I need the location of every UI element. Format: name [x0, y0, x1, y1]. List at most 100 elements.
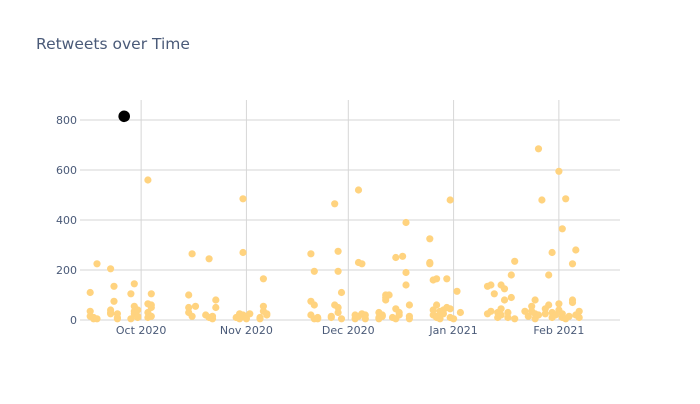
scatter-point[interactable] [453, 287, 461, 295]
scatter-point[interactable] [450, 315, 458, 323]
scatter-point[interactable] [134, 313, 142, 322]
scatter-point[interactable] [548, 248, 556, 257]
scatter-point[interactable] [534, 311, 543, 319]
scatter-point[interactable] [147, 312, 155, 320]
scatter-point[interactable] [490, 290, 498, 298]
scatter-point[interactable] [511, 315, 519, 323]
scatter-point[interactable] [405, 315, 413, 323]
scatter-point[interactable] [528, 302, 536, 310]
scatter-point[interactable] [500, 285, 509, 293]
scatter-point[interactable] [392, 253, 400, 262]
scatter-point[interactable] [446, 305, 454, 313]
scatter-point[interactable] [327, 312, 335, 320]
scatter-point[interactable] [337, 315, 346, 323]
scatter-point[interactable] [185, 303, 193, 312]
scatter-point[interactable] [500, 296, 509, 304]
scatter-point[interactable] [147, 290, 155, 298]
scatter-point[interactable] [534, 145, 543, 153]
scatter-point[interactable] [259, 302, 267, 310]
scatter-point[interactable] [433, 275, 441, 283]
scatter-point[interactable] [456, 308, 464, 317]
scatter-point[interactable] [93, 260, 101, 268]
scatter-point[interactable] [402, 268, 410, 277]
scatter-point[interactable] [337, 288, 346, 297]
scatter-point[interactable] [426, 260, 434, 268]
scatter-point[interactable] [487, 281, 495, 289]
scatter-point[interactable] [185, 291, 193, 299]
scatter-point[interactable] [568, 298, 577, 307]
scatter-point[interactable] [426, 235, 434, 243]
scatter-point[interactable] [110, 282, 118, 290]
scatter-point[interactable] [538, 196, 546, 204]
scatter-point[interactable] [188, 250, 196, 258]
scatter-point[interactable] [239, 248, 247, 257]
scatter-point[interactable] [208, 312, 217, 320]
scatter-point[interactable] [246, 310, 254, 318]
scatter-point[interactable] [402, 281, 410, 289]
scatter-point[interactable] [487, 307, 495, 315]
scatter-point[interactable] [558, 225, 566, 233]
scatter-point[interactable] [107, 265, 115, 273]
scatter-point[interactable] [239, 195, 247, 203]
scatter-point[interactable] [310, 301, 318, 309]
scatter-point[interactable] [555, 300, 563, 308]
scatter-point[interactable] [134, 306, 142, 314]
scatter-point[interactable] [334, 308, 342, 317]
scatter-point[interactable] [572, 246, 580, 254]
scatter-point[interactable] [395, 311, 403, 319]
scatter-point[interactable] [314, 315, 322, 323]
scatter-point[interactable] [555, 167, 563, 175]
scatter-point[interactable] [191, 302, 200, 310]
scatter-point[interactable] [212, 303, 220, 312]
scatter-point[interactable] [361, 315, 369, 323]
highlighted-point[interactable] [118, 110, 130, 123]
scatter-point[interactable] [568, 260, 577, 268]
scatter-point[interactable] [405, 301, 413, 309]
scatter-point[interactable] [130, 280, 138, 288]
scatter-point[interactable] [334, 267, 342, 275]
scatter-point[interactable] [504, 308, 512, 317]
scatter-point[interactable] [504, 313, 512, 322]
scatter-point[interactable] [86, 288, 94, 297]
scatter-point[interactable] [511, 257, 519, 265]
scatter-point[interactable] [334, 247, 342, 255]
scatter-point[interactable] [402, 218, 410, 227]
scatter-point[interactable] [545, 301, 553, 309]
scatter-point[interactable] [575, 307, 583, 315]
scatter-point[interactable] [497, 305, 505, 313]
scatter-point[interactable] [331, 200, 339, 208]
scatter-point[interactable] [545, 271, 553, 279]
scatter-point[interactable] [575, 313, 583, 322]
scatter-point[interactable] [127, 290, 135, 298]
scatter-point[interactable] [144, 176, 152, 184]
scatter-point[interactable] [358, 260, 366, 268]
scatter-point[interactable] [188, 312, 196, 320]
scatter-point[interactable] [147, 303, 155, 312]
scatter-point[interactable] [562, 195, 570, 203]
scatter-point[interactable] [334, 303, 342, 312]
scatter-point[interactable] [507, 271, 515, 279]
scatter-point[interactable] [107, 310, 115, 318]
scatter-point[interactable] [439, 310, 447, 318]
scatter-point[interactable] [497, 311, 505, 319]
scatter-point[interactable] [93, 315, 101, 323]
scatter-point[interactable] [446, 196, 454, 204]
scatter-point[interactable] [565, 312, 573, 320]
scatter-point[interactable] [110, 297, 118, 305]
scatter-point[interactable] [259, 275, 267, 283]
scatter-point[interactable] [310, 267, 318, 275]
scatter-point[interactable] [541, 310, 549, 318]
scatter-point[interactable] [531, 296, 539, 304]
scatter-point[interactable] [113, 315, 121, 323]
scatter-point[interactable] [212, 296, 220, 304]
scatter-point[interactable] [433, 301, 441, 309]
scatter-point[interactable] [256, 315, 264, 323]
scatter-point[interactable] [354, 186, 363, 194]
scatter-point[interactable] [378, 312, 386, 320]
scatter-point[interactable] [205, 255, 213, 263]
scatter-point[interactable] [263, 310, 271, 318]
scatter-point[interactable] [443, 275, 451, 283]
scatter-point[interactable] [86, 307, 94, 315]
scatter-point[interactable] [399, 252, 407, 260]
scatter-point[interactable] [507, 293, 515, 302]
